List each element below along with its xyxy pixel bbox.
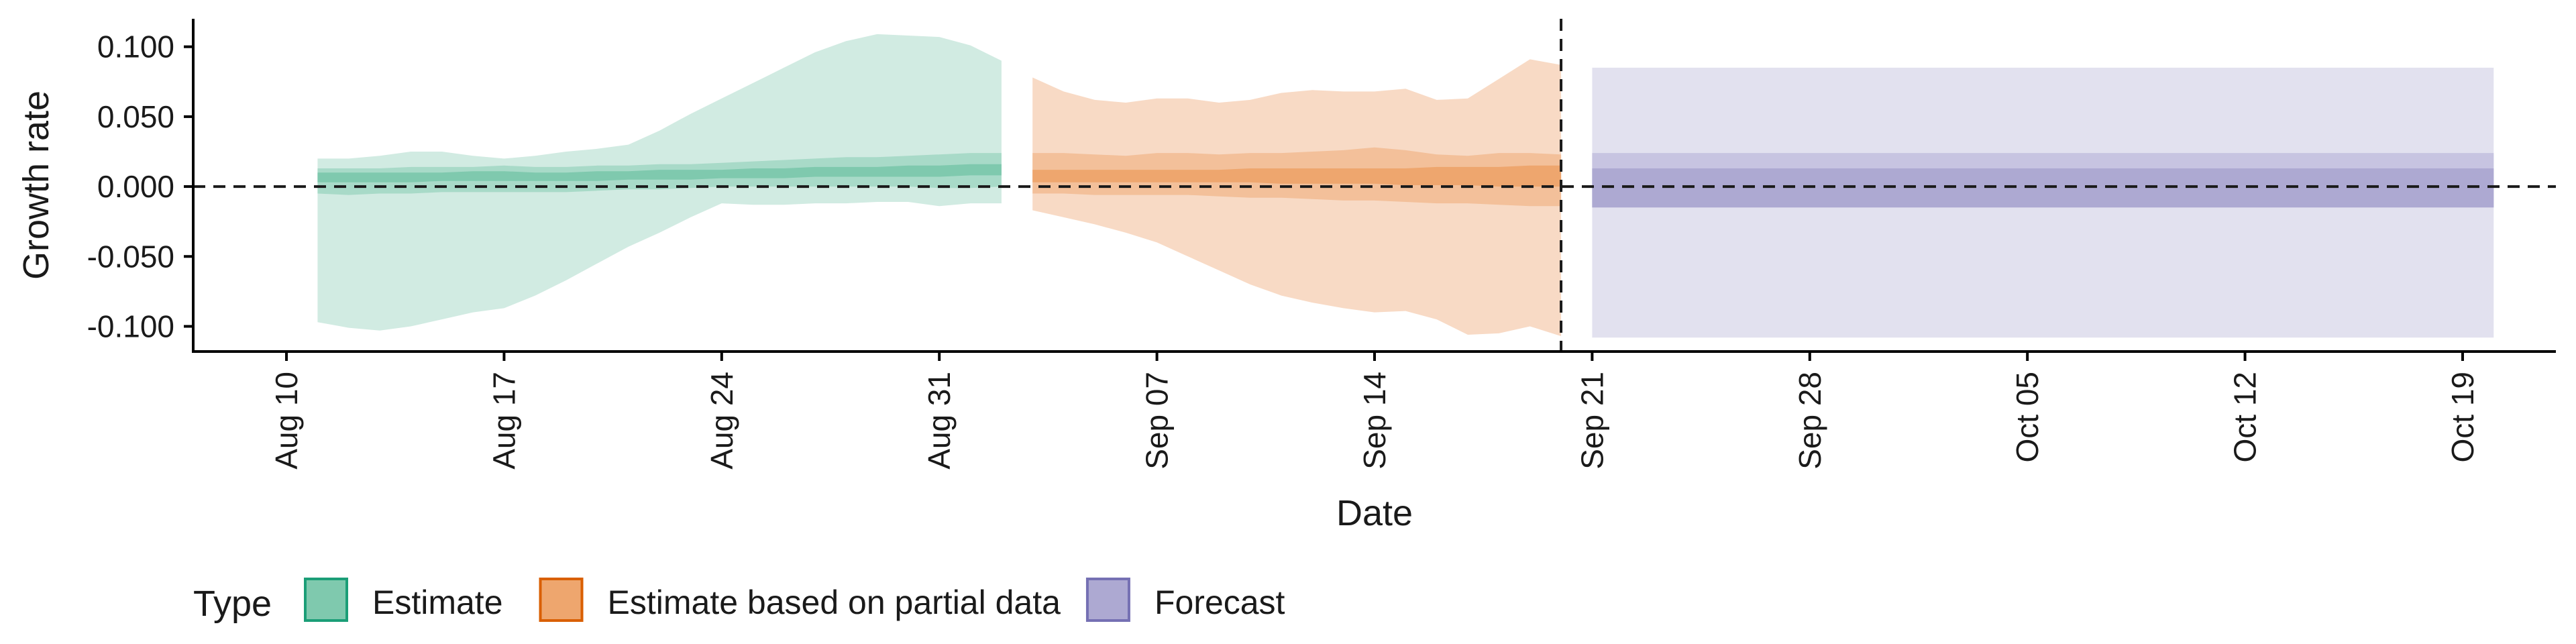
legend-key-2	[539, 578, 584, 622]
x-tick-label: Aug 24	[704, 372, 739, 470]
x-tick-label: Aug 17	[486, 372, 521, 470]
x-axis-title: Date	[1336, 493, 1413, 533]
axes-layer: 0.100 0.050 0.000 -0.050 -0.100 Aug 10 Aug 17 A…	[87, 19, 2556, 470]
legend-label: Estimate based on partial data	[608, 584, 1061, 621]
x-tick-label: Sep 21	[1574, 372, 1609, 470]
legend-title: Type	[193, 584, 272, 624]
estimate-based-on-partial-data-inner-band	[1032, 165, 1562, 187]
x-tick-label: Oct 19	[2445, 372, 2480, 463]
bands-layer	[317, 34, 2494, 338]
x-tick-label: Aug 31	[922, 372, 957, 470]
legend-key-1	[304, 578, 348, 622]
forecast-inner-band	[1592, 168, 2494, 208]
y-axis-title: Growth rate	[16, 91, 56, 280]
y-tick-label: 0.050	[97, 99, 174, 134]
x-tick-label: Aug 10	[269, 372, 304, 470]
legend-key-3	[1085, 578, 1130, 622]
estimate-inner-band	[317, 164, 1002, 182]
x-tick-label: Oct 12	[2228, 372, 2263, 463]
legend-label: Estimate	[372, 584, 503, 621]
legend: Type Estimate Estimate based on partial d…	[193, 578, 1285, 624]
y-tick-label: 0.100	[97, 30, 174, 64]
x-tick-label: Sep 28	[1792, 372, 1827, 470]
y-tick-label: -0.050	[87, 239, 174, 274]
legend-label: Forecast	[1155, 584, 1285, 621]
x-tick-label: Sep 14	[1357, 372, 1392, 470]
x-tick-label: Oct 05	[2010, 372, 2045, 463]
y-tick-label: 0.000	[97, 169, 174, 204]
x-tick-label: Sep 07	[1140, 372, 1175, 470]
y-tick-label: -0.100	[87, 309, 174, 343]
